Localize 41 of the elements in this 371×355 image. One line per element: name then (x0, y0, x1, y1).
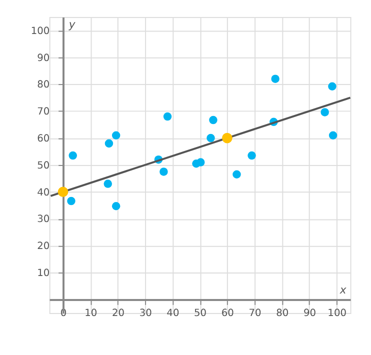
y-tick-label: 70 (37, 106, 50, 118)
point (328, 131, 338, 140)
point (104, 180, 112, 188)
point (206, 134, 215, 142)
point (112, 131, 120, 140)
y-tick-label: 30 (37, 214, 50, 226)
point (196, 158, 205, 166)
x-tick-label: 90 (303, 308, 316, 319)
point (209, 116, 218, 124)
y-tick-label: 100 (30, 26, 50, 37)
point (104, 139, 114, 148)
y-tick-label: 50 (37, 160, 50, 172)
point (248, 151, 256, 160)
y-tick-label: 40 (37, 187, 50, 198)
x-tick-label: 50 (194, 308, 207, 319)
point (112, 202, 120, 210)
y-axis-title: y (68, 18, 76, 31)
point (58, 186, 68, 198)
point (328, 82, 336, 91)
point (68, 151, 77, 160)
point (320, 108, 329, 116)
point (222, 132, 232, 144)
y-tick-label: 10 (37, 268, 50, 280)
x-tick-label: 100 (328, 308, 347, 319)
point (271, 74, 280, 83)
point (163, 112, 172, 121)
y-tick-label: 80 (37, 80, 50, 91)
y-tick-label: 60 (37, 134, 50, 145)
x-tick-label: 80 (276, 308, 289, 319)
point (232, 170, 241, 179)
x-tick-label: 70 (248, 308, 262, 319)
x-tick-label: 20 (112, 308, 124, 319)
x-tick-label: 40 (166, 308, 180, 319)
point (160, 168, 168, 176)
point (67, 196, 76, 206)
y-tick-label: 90 (37, 52, 50, 64)
x-tick-label: 30 (139, 308, 152, 319)
x-tick-label: 60 (221, 308, 234, 319)
x-tick-label: 10 (84, 308, 98, 319)
y-tick-label: 20 (37, 241, 50, 252)
x-axis-title: x (338, 284, 347, 297)
